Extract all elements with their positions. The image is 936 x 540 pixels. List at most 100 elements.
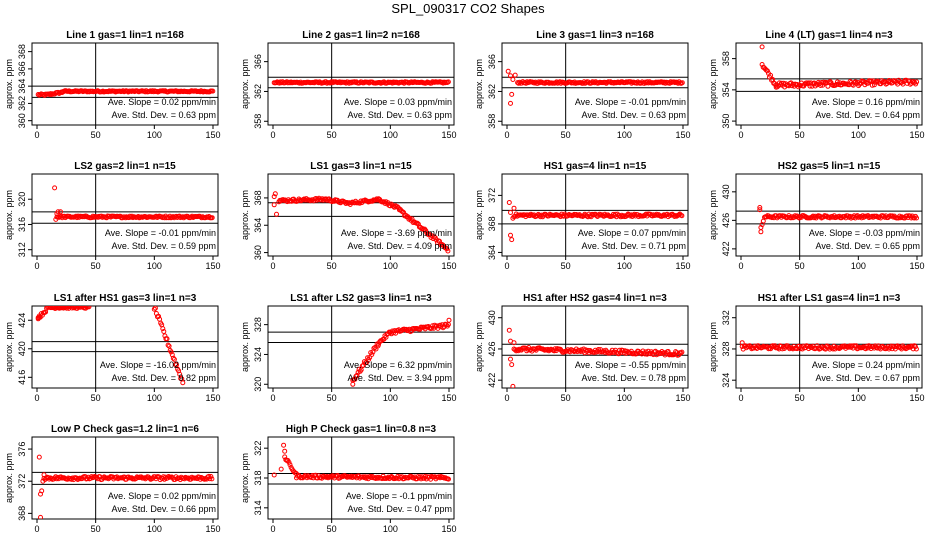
y-tick-label: 372	[17, 474, 27, 489]
x-tick-label: 0	[504, 393, 509, 403]
y-tick-label: 358	[721, 51, 731, 66]
data-point	[274, 211, 279, 217]
y-axis-label: approx. ppm	[4, 190, 14, 240]
slope-annotation: Ave. Slope = 6.32 ppm/min	[344, 360, 452, 370]
x-tick-label: 150	[675, 130, 690, 140]
data-point	[617, 347, 623, 353]
x-tick-label: 0	[270, 130, 275, 140]
x-tick-label: 150	[205, 393, 220, 403]
x-tick-label: 100	[147, 524, 162, 534]
data-point	[161, 329, 167, 334]
plot-frame	[735, 305, 923, 389]
x-tick-label: 100	[147, 393, 162, 403]
data-point	[39, 488, 45, 494]
x-tick-label: 50	[795, 130, 805, 140]
chart-panel: Line 1 gas=1 lin=1 n=168 0 50 100 150 360 362 3…	[4, 30, 221, 140]
plot-frame	[267, 305, 455, 389]
x-tick-label: 0	[34, 393, 39, 403]
x-tick-label: 0	[738, 130, 743, 140]
data-point	[309, 473, 315, 478]
plot-frame	[267, 42, 455, 126]
y-axis-label: approx. ppm	[474, 322, 484, 372]
stddev-annotation: Ave. Std. Dev. = 0.78 ppm	[582, 373, 686, 383]
stddev-annotation: Ave. Std. Dev. = 0.71 ppm	[582, 241, 686, 251]
stddev-annotation: Ave. Std. Dev. = 3.94 ppm	[348, 373, 452, 383]
x-tick-label: 0	[34, 261, 39, 271]
plot-area	[736, 43, 922, 125]
x-tick-label: 0	[504, 261, 509, 271]
x-tick-label: 0	[504, 130, 509, 140]
data-point	[383, 334, 389, 340]
data-point	[271, 194, 277, 200]
data-point	[202, 476, 208, 482]
x-tick-label: 100	[617, 393, 632, 403]
x-tick-label: 0	[270, 524, 275, 534]
y-tick-label: 426	[721, 213, 731, 228]
data-point	[445, 248, 451, 254]
data-point	[914, 79, 920, 85]
y-tick-label: 320	[17, 192, 27, 207]
slope-annotation: Ave. Slope = 0.02 ppm/min	[108, 97, 216, 107]
x-tick-label: 100	[147, 261, 162, 271]
x-tick-label: 50	[327, 130, 337, 140]
panel-title: LS1 after LS2 gas=3 lin=1 n=3	[290, 293, 432, 304]
data-point	[38, 514, 43, 519]
data-point	[672, 214, 678, 219]
plot-area	[268, 174, 454, 256]
stddev-annotation: Ave. Std. Dev. = 0.59 ppm	[112, 241, 216, 251]
x-tick-label: 150	[205, 524, 220, 534]
y-tick-label: 320	[253, 377, 263, 392]
stddev-annotation: Ave. Std. Dev. = 0.63 ppm	[582, 110, 686, 120]
stddev-annotation: Ave. Std. Dev. = 4.09 ppm	[348, 241, 452, 251]
chart-panel: High P Check gas=1 lin=0.8 n=3 0 50 100 150 3…	[240, 424, 457, 534]
data-point	[287, 462, 293, 468]
chart-panel: LS1 after LS2 gas=3 lin=1 n=3 0 50 100 150 32…	[240, 293, 457, 403]
data-point	[506, 327, 512, 333]
stddev-annotation: Ave. Std. Dev. = 0.64 ppm	[816, 110, 920, 120]
data-point	[511, 340, 517, 346]
data-point	[679, 80, 685, 86]
y-tick-label: 422	[721, 241, 731, 256]
x-tick-label: 150	[441, 261, 456, 271]
data-point	[508, 356, 513, 362]
chart-panel: HS1 after HS2 gas=4 lin=1 n=3 0 50 100 150 42…	[474, 293, 691, 403]
slope-annotation: Ave. Slope = -0.01 ppm/min	[105, 228, 216, 238]
plot-area	[736, 306, 922, 388]
chart-panel: LS2 gas=2 lin=1 n=15 0 50 100 150 312 316 320ap…	[4, 161, 221, 271]
chart-panel: Line 3 gas=1 lin=3 n=168 0 50 100 150 358 362 3…	[474, 30, 691, 140]
x-tick-label: 100	[383, 130, 398, 140]
x-tick-label: 150	[909, 130, 924, 140]
x-tick-label: 50	[91, 393, 101, 403]
plot-frame	[31, 436, 219, 520]
plot-frame	[501, 305, 689, 389]
x-tick-label: 0	[738, 261, 743, 271]
panel-title: Line 1 gas=1 lin=1 n=168	[66, 30, 184, 41]
data-point	[343, 201, 349, 206]
data-point	[174, 362, 179, 368]
x-tick-label: 0	[270, 393, 275, 403]
y-tick-label: 354	[721, 82, 731, 97]
data-point	[160, 326, 166, 332]
data-point	[764, 68, 770, 74]
plot-area	[502, 174, 688, 256]
data-point	[147, 475, 153, 481]
plot-area	[32, 174, 218, 256]
y-axis-label: approx. ppm	[708, 190, 718, 240]
y-axis-label: approx. ppm	[240, 190, 250, 240]
stddev-annotation: Ave. Std. Dev. = 0.63 ppm	[348, 110, 452, 120]
data-point	[36, 454, 42, 460]
data-point	[585, 347, 591, 353]
stddev-annotation: Ave. Std. Dev. = 0.66 ppm	[112, 504, 216, 514]
x-tick-label: 150	[205, 261, 220, 271]
x-tick-label: 50	[561, 393, 571, 403]
chart-panel: Low P Check gas=1.2 lin=1 n=6 0 50 100 150 36…	[4, 424, 221, 534]
data-point	[509, 91, 515, 97]
data-point	[384, 475, 390, 481]
x-tick-label: 0	[270, 261, 275, 271]
x-tick-label: 50	[327, 261, 337, 271]
data-point	[282, 454, 288, 460]
plot-area	[502, 306, 688, 388]
data-point	[679, 213, 685, 219]
data-point	[509, 237, 515, 243]
y-tick-label: 424	[17, 313, 27, 328]
